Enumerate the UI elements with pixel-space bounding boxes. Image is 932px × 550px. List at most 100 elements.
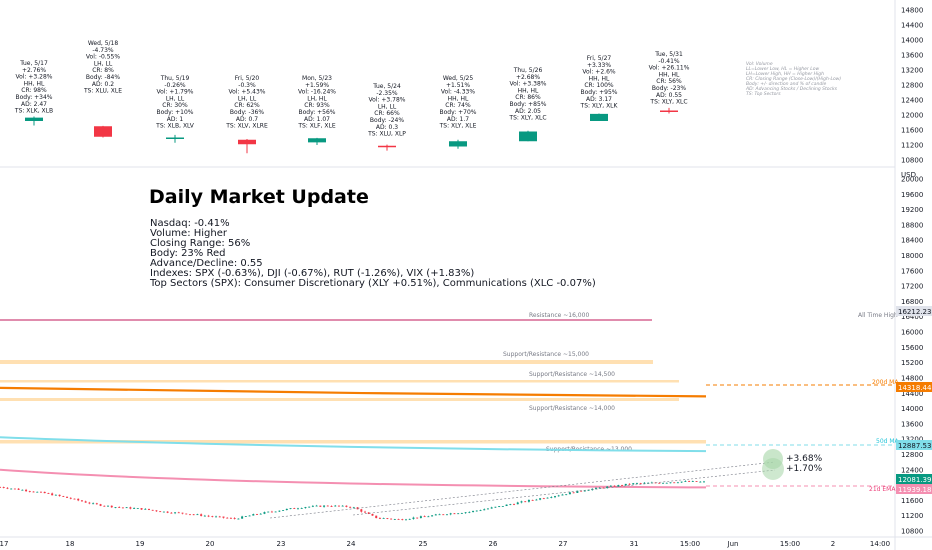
intraday-candle	[662, 482, 665, 484]
intraday-candle	[509, 504, 512, 506]
day-stat-line: Body: +70%	[439, 109, 476, 116]
ema21-label: 21d EMA	[869, 486, 896, 493]
day-candle-body[interactable]	[378, 145, 396, 148]
intraday-candle	[110, 505, 113, 508]
x-tick-label: 20	[206, 540, 215, 548]
ma50-line[interactable]	[0, 436, 707, 453]
main-y-tick-label: 16800	[901, 298, 923, 306]
intraday-candle	[259, 513, 262, 515]
day-candle-body[interactable]	[166, 137, 184, 140]
main-y-tick-label: 14800	[901, 374, 923, 382]
intraday-candle	[568, 492, 571, 495]
day-candle-body[interactable]	[660, 110, 678, 113]
main-y-tick-label: 15200	[901, 359, 923, 367]
day-stat-line: Vol: +26.11%	[649, 65, 690, 72]
intraday-candle	[323, 505, 326, 507]
intraday-candle	[695, 481, 698, 482]
ma200-line[interactable]	[0, 386, 707, 398]
day-candle-body[interactable]	[449, 141, 467, 147]
intraday-candle	[658, 482, 661, 484]
ema21-line[interactable]	[0, 468, 707, 489]
day-candle-body[interactable]	[238, 139, 256, 145]
intraday-candle	[550, 497, 553, 498]
intraday-candle	[431, 515, 434, 517]
intraday-candle	[155, 510, 158, 512]
projection-target-lower[interactable]	[762, 458, 784, 480]
intraday-candle	[267, 511, 270, 513]
day-stat-line: -0.41%	[658, 58, 680, 65]
support-14500-band[interactable]	[0, 380, 679, 383]
intraday-candle	[341, 505, 344, 507]
main-y-tick-label: 15600	[901, 344, 923, 352]
projection-line-upper	[269, 461, 776, 519]
legend-line: LH=Lower High, HH = Higher High	[746, 71, 824, 77]
intraday-candle	[107, 505, 110, 507]
day-candle-body[interactable]	[308, 138, 326, 143]
day-stat-line: CR: 62%	[234, 102, 260, 109]
intraday-candle	[95, 503, 98, 505]
day-date-label: Wed, 5/18	[88, 40, 119, 47]
main-y-tick-label: 18800	[901, 221, 923, 229]
currency-label: USD	[901, 171, 916, 179]
top-y-tick-label: 12000	[901, 112, 923, 120]
support-14000-band[interactable]	[0, 398, 679, 401]
support-15000-band[interactable]	[0, 360, 653, 364]
day-stat-line: LH, LL	[166, 95, 185, 102]
day-date-label: Fri, 5/20	[235, 75, 260, 82]
intraday-candle	[233, 518, 236, 519]
intraday-candle	[170, 512, 173, 514]
ema21-tag-value: 11939.18	[898, 486, 931, 494]
main-price-axis[interactable]: 1080011200116001200012400128001320013600…	[901, 176, 923, 536]
intraday-candle	[203, 515, 206, 517]
day-stat-line: HH, HL	[659, 71, 680, 78]
intraday-candle	[88, 502, 91, 504]
ema21-tag	[896, 484, 932, 494]
day-stat-line: Vol: -0.55%	[86, 54, 120, 61]
main-y-tick-label: 14400	[901, 390, 923, 398]
day-stat-line: Vol: +3.78%	[369, 97, 406, 104]
support-13000-band[interactable]	[0, 440, 706, 444]
day-stat-line: Vol: +5.43%	[229, 89, 266, 96]
intraday-candle	[66, 496, 69, 498]
intraday-candle	[684, 481, 687, 482]
day-candle-body[interactable]	[519, 131, 537, 142]
intraday-candle	[229, 517, 232, 519]
time-axis[interactable]: 17 18 19 20 23 24 25 26 27 31 15:00 Jun 15:00 2 14:00	[0, 540, 890, 548]
day-stat-line: Vol: +2.6%	[582, 69, 615, 76]
intraday-candle	[289, 508, 292, 509]
intraday-candle	[531, 499, 534, 501]
intraday-candle	[624, 483, 627, 486]
day-stat-line: Body: +34%	[15, 94, 52, 101]
intraday-candle	[196, 514, 199, 516]
day-stat-line: TS: XLV, XLRE	[225, 123, 268, 130]
intraday-candle	[434, 514, 437, 516]
day-candle-body[interactable]	[25, 117, 43, 121]
legend-block: Vol: Volume LL=Lower Low, HL = Higher Lo…	[745, 61, 841, 97]
intraday-candle	[419, 516, 422, 518]
day-stat-line: AD: 1.7	[447, 116, 469, 123]
intraday-candle	[632, 483, 635, 485]
intraday-candle	[2, 487, 5, 488]
last-price-tag-value: 12081.39	[898, 476, 931, 484]
day-stat-line: Body: +85%	[509, 101, 546, 108]
day-candle-body[interactable]	[94, 126, 112, 137]
intraday-candle	[565, 494, 568, 496]
intraday-candle	[118, 507, 121, 508]
day-date-label: Mon, 5/23	[302, 75, 332, 82]
ma50-tag	[896, 440, 932, 450]
top-y-tick-label: 13200	[901, 67, 923, 75]
day-stat-line: Vol: +1.79%	[157, 89, 194, 96]
intraday-candle	[442, 514, 445, 516]
intraday-candle	[494, 506, 497, 508]
price-tags: 16212.23 14318.44 12887.53 12081.39 1193…	[896, 306, 932, 494]
day-candle-body[interactable]	[590, 113, 608, 121]
intraday-candle	[51, 493, 54, 496]
day-stat-line: TS: XLF, XLE	[297, 123, 336, 130]
top-price-axis[interactable]: 10800 11200 11600 12000 12400 12800 13200 13600…	[901, 7, 923, 165]
x-tick-label: 19	[136, 540, 145, 548]
intraday-candles	[0, 480, 705, 521]
intraday-candle	[144, 508, 147, 510]
